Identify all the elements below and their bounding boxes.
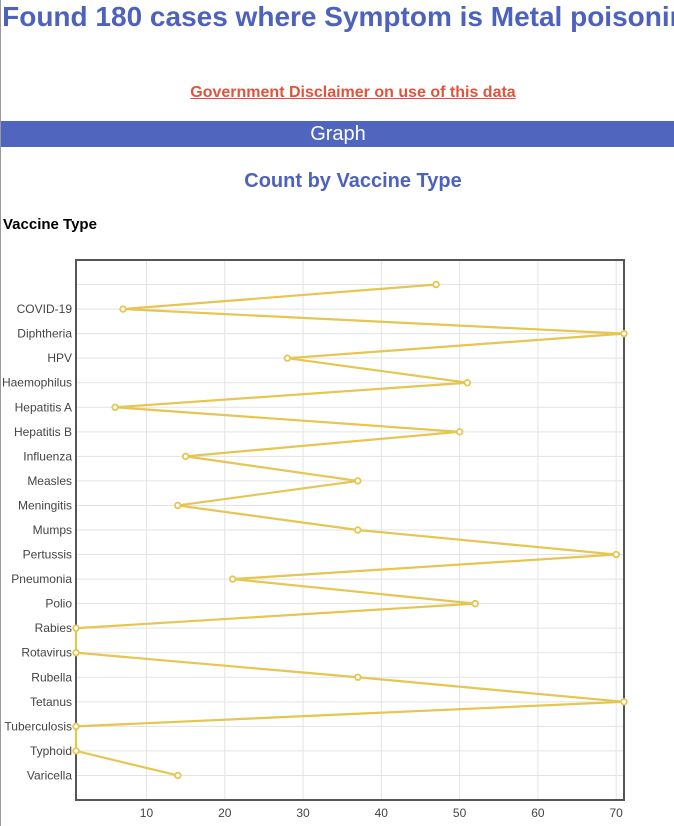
y-tick-label: HPV: [47, 351, 72, 365]
x-tick-label: 20: [218, 806, 232, 820]
x-tick-label: 50: [453, 806, 467, 820]
data-point: [72, 649, 80, 657]
y-tick-label: Rabies: [35, 621, 72, 635]
x-tick-label: 30: [296, 806, 310, 820]
y-axis-label: Vaccine Type: [3, 216, 97, 233]
x-tick-label: 40: [375, 806, 389, 820]
data-point: [463, 379, 472, 387]
x-tick-label: 10: [140, 806, 154, 820]
data-point: [354, 477, 362, 485]
y-tick-label: Polio: [45, 597, 72, 611]
x-tick-label: 70: [609, 806, 623, 820]
data-point: [612, 550, 620, 559]
y-tick-label: Tuberculosis: [4, 719, 72, 733]
y-tick-label: Pertussis: [23, 548, 72, 562]
plot-frame: [75, 259, 625, 801]
y-tick-label: Measles: [27, 474, 72, 488]
chart-title: Count by Vaccine Type: [244, 170, 462, 192]
data-point: [181, 452, 190, 461]
data-point: [228, 575, 237, 583]
data-point: [620, 698, 628, 706]
y-tick-label: Typhoid: [30, 744, 72, 758]
data-point: [174, 501, 182, 510]
data-point: [455, 428, 464, 436]
data-point: [283, 354, 292, 362]
y-tick-label: Mumps: [33, 523, 72, 537]
y-tick-label: Influenza: [23, 449, 72, 463]
disclaimer-link[interactable]: Government Disclaimer on use of this dat…: [190, 84, 516, 101]
y-tick-label: Tetanus: [30, 695, 72, 709]
data-point: [354, 673, 362, 681]
x-tick-label: 60: [531, 806, 545, 820]
data-point: [354, 526, 362, 534]
data-point: [620, 329, 628, 338]
data-point: [174, 771, 182, 780]
y-tick-label: Rubella: [31, 670, 72, 684]
y-tick-label: Rotavirus: [21, 646, 72, 660]
y-tick-label: Hepatitis B: [14, 425, 72, 439]
data-point: [471, 599, 479, 608]
y-tick-label: Varicella: [27, 768, 72, 782]
data-point: [72, 722, 80, 731]
y-tick-label: Hepatitis A: [15, 400, 72, 414]
y-tick-label: Meningitis: [18, 498, 72, 512]
data-point: [72, 624, 80, 632]
y-tick-label: Pneumonia: [11, 572, 72, 586]
data-point: [432, 280, 440, 289]
y-tick-label: COVID-19: [17, 302, 73, 316]
data-point: [111, 403, 119, 411]
data-point: [119, 305, 127, 313]
data-point: [72, 747, 80, 755]
y-tick-label: Diphtheria: [17, 327, 72, 341]
y-tick-label: Haemophilus: [2, 376, 72, 390]
page-title: Found 180 cases where Symptom is Metal p…: [2, 1, 674, 32]
graph-section-header: Graph: [1, 121, 674, 147]
